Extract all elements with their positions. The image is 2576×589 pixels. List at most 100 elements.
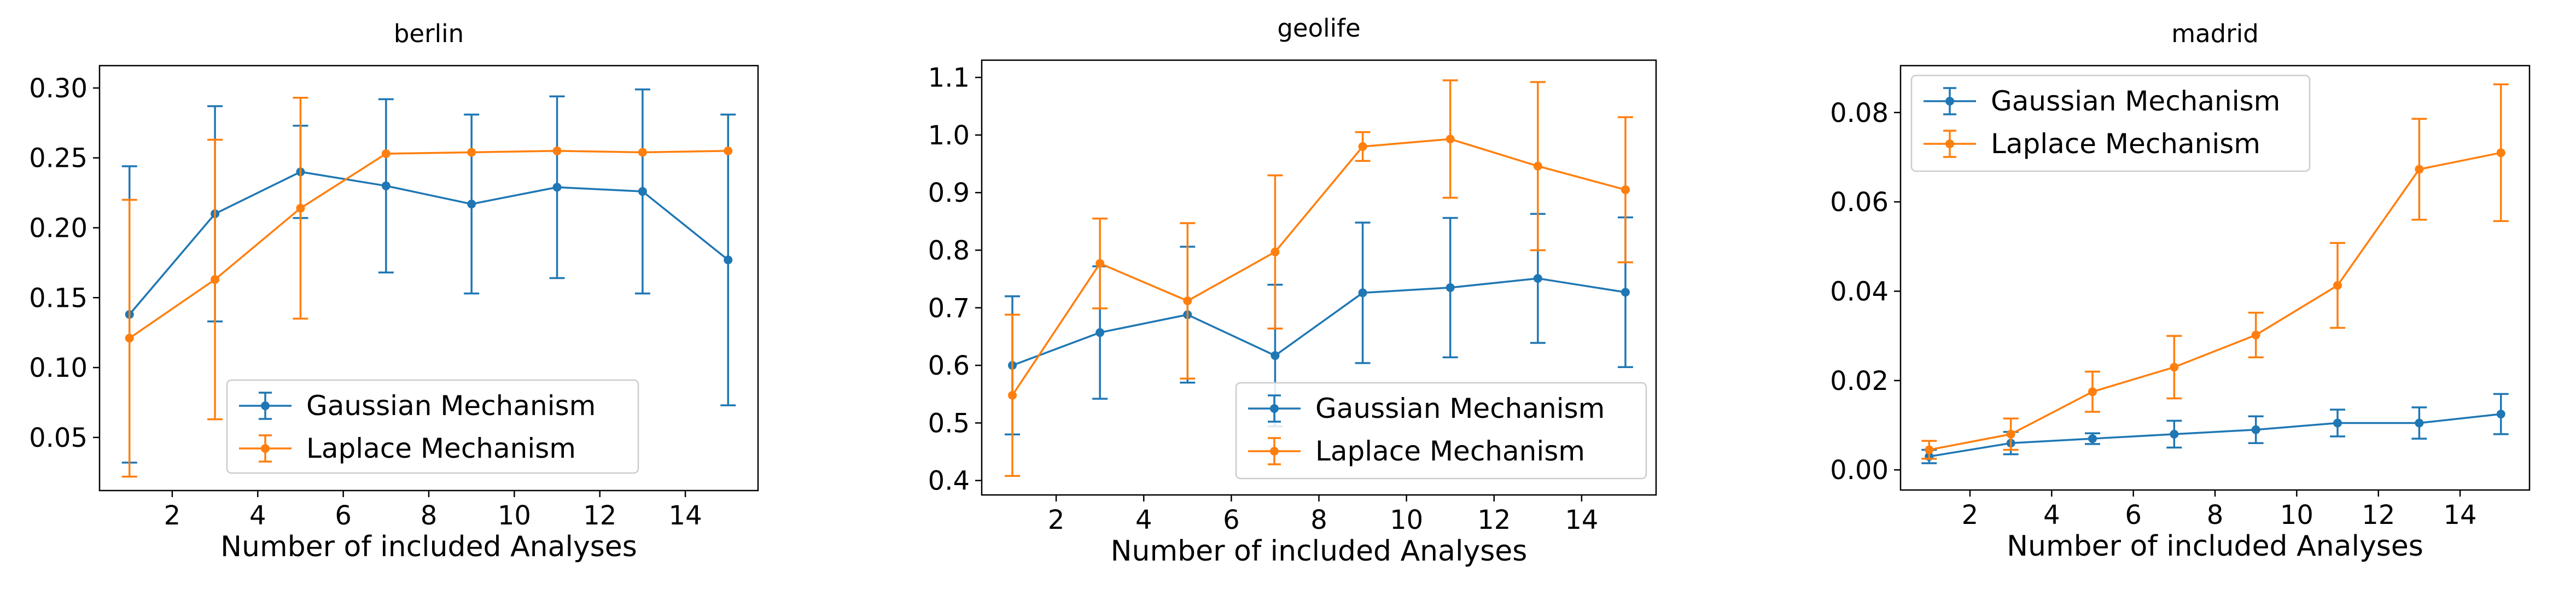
data-point xyxy=(1925,445,1934,454)
legend-label: Laplace Mechanism xyxy=(1315,435,1585,467)
legend-box xyxy=(226,379,639,474)
legend-marker xyxy=(1270,447,1279,456)
series-gaussian xyxy=(121,88,736,464)
y-tick-label: 0.02 xyxy=(1830,366,1889,396)
legend-box xyxy=(1235,382,1647,480)
data-point xyxy=(2333,418,2342,428)
series-line xyxy=(129,171,729,316)
legend-label: Gaussian Mechanism xyxy=(1991,85,2280,117)
chart-title: berlin xyxy=(394,19,464,48)
x-tick-label: 6 xyxy=(1223,505,1240,535)
data-point xyxy=(2496,410,2505,419)
data-point xyxy=(296,203,305,213)
y-tick-label: 0.00 xyxy=(1830,455,1889,486)
legend-marker xyxy=(1945,97,1954,106)
data-point xyxy=(724,255,733,265)
y-tick-label: 1.1 xyxy=(928,63,970,94)
y-tick-label: 0.15 xyxy=(29,283,88,313)
legend-label: Gaussian Mechanism xyxy=(1315,393,1605,424)
data-point xyxy=(1533,274,1542,283)
data-point xyxy=(125,334,134,343)
legend-marker xyxy=(261,401,270,410)
x-tick-label: 14 xyxy=(669,500,702,531)
data-point xyxy=(1621,288,1630,297)
data-point xyxy=(724,146,733,155)
subplot-berlin: berlin 2 4 6 8 10 12 14 0.05 0.10 0.15 0.20 0.25 0.30… xyxy=(29,19,759,563)
data-point xyxy=(1446,135,1455,144)
y-tick-label: 0.04 xyxy=(1830,277,1889,307)
series-line xyxy=(129,150,728,339)
y-tick-label: 0.08 xyxy=(1830,98,1889,129)
data-point xyxy=(2415,418,2424,428)
legend-label: Gaussian Mechanism xyxy=(306,390,596,422)
x-tick-label: 6 xyxy=(335,500,352,531)
data-point xyxy=(552,146,562,155)
y-tick-label: 0.6 xyxy=(928,351,970,381)
data-point xyxy=(638,187,647,196)
chart-title: geolife xyxy=(1277,14,1360,43)
series-line xyxy=(1928,151,2502,451)
data-point xyxy=(1008,390,1017,400)
data-point xyxy=(2088,434,2097,444)
x-axis-label: Number of included Analyses xyxy=(220,530,637,563)
x-tick-label: 10 xyxy=(2280,500,2313,530)
legend: Gaussian Mechanism Laplace Mechanism xyxy=(226,379,639,474)
legend-marker xyxy=(261,444,270,453)
y-tick-label: 0.20 xyxy=(29,213,88,243)
x-tick-label: 14 xyxy=(1565,505,1598,535)
x-tick-label: 10 xyxy=(498,500,531,531)
data-point xyxy=(2251,425,2260,434)
legend: Gaussian Mechanism Laplace Mechanism xyxy=(1910,74,2311,172)
data-point xyxy=(552,183,562,192)
data-point xyxy=(1446,283,1455,292)
axes-frame xyxy=(1899,65,2531,491)
series-line xyxy=(1928,413,2501,458)
x-tick-label: 2 xyxy=(1048,505,1065,535)
y-tick-label: 0.4 xyxy=(928,466,970,497)
series-line xyxy=(1011,138,1626,396)
data-point xyxy=(1095,328,1105,337)
data-point xyxy=(381,149,391,159)
data-point xyxy=(2251,330,2260,340)
x-axis-label: Number of included Analyses xyxy=(2007,530,2423,563)
x-tick-label: 4 xyxy=(2043,500,2060,530)
x-tick-label: 2 xyxy=(164,500,181,531)
subplot-geolife: geolife 2 4 6 8 10 12 14 0.4 0.5 0.6 0.7 0.8 0.9 1.0 1.… xyxy=(928,14,1657,568)
legend-marker xyxy=(1945,139,1954,148)
x-tick-label: 14 xyxy=(2444,500,2477,530)
legend-marker xyxy=(1270,404,1279,413)
data-point xyxy=(2006,429,2015,439)
y-tick-label: 0.5 xyxy=(928,408,970,439)
series-laplace xyxy=(1921,83,2509,460)
data-point xyxy=(1183,296,1192,306)
y-tick-label: 0.7 xyxy=(928,293,970,324)
data-point xyxy=(2170,363,2179,372)
y-tick-label: 0.8 xyxy=(928,235,970,266)
subplot-madrid: madrid 2 4 6 8 10 12 14 0.00 0.02 0.04 0.06 0.08 Numb… xyxy=(1830,19,2531,563)
y-tick-label: 0.06 xyxy=(1830,187,1889,218)
data-point xyxy=(2496,148,2505,158)
series-laplace xyxy=(1005,79,1633,477)
series-line xyxy=(1012,277,1626,366)
x-tick-label: 12 xyxy=(2362,500,2395,530)
data-point xyxy=(1533,161,1542,171)
data-point xyxy=(638,148,647,157)
x-tick-label: 8 xyxy=(1310,505,1327,535)
x-tick-label: 12 xyxy=(1477,505,1511,535)
y-tick-label: 0.25 xyxy=(29,143,88,174)
x-tick-label: 12 xyxy=(583,500,616,531)
chart-title: madrid xyxy=(2171,19,2259,48)
data-point xyxy=(2088,387,2097,396)
series-gaussian xyxy=(1921,393,2509,464)
data-point xyxy=(467,200,476,209)
series-laplace xyxy=(121,97,733,478)
legend-box xyxy=(1910,74,2311,172)
data-point xyxy=(1621,185,1630,194)
data-point xyxy=(1358,142,1367,151)
x-tick-label: 2 xyxy=(1962,500,1979,530)
legend-label: Laplace Mechanism xyxy=(306,433,576,464)
y-tick-label: 0.10 xyxy=(29,353,88,383)
data-point xyxy=(1095,259,1105,268)
data-point xyxy=(2333,281,2342,290)
y-tick-label: 0.05 xyxy=(29,423,88,453)
